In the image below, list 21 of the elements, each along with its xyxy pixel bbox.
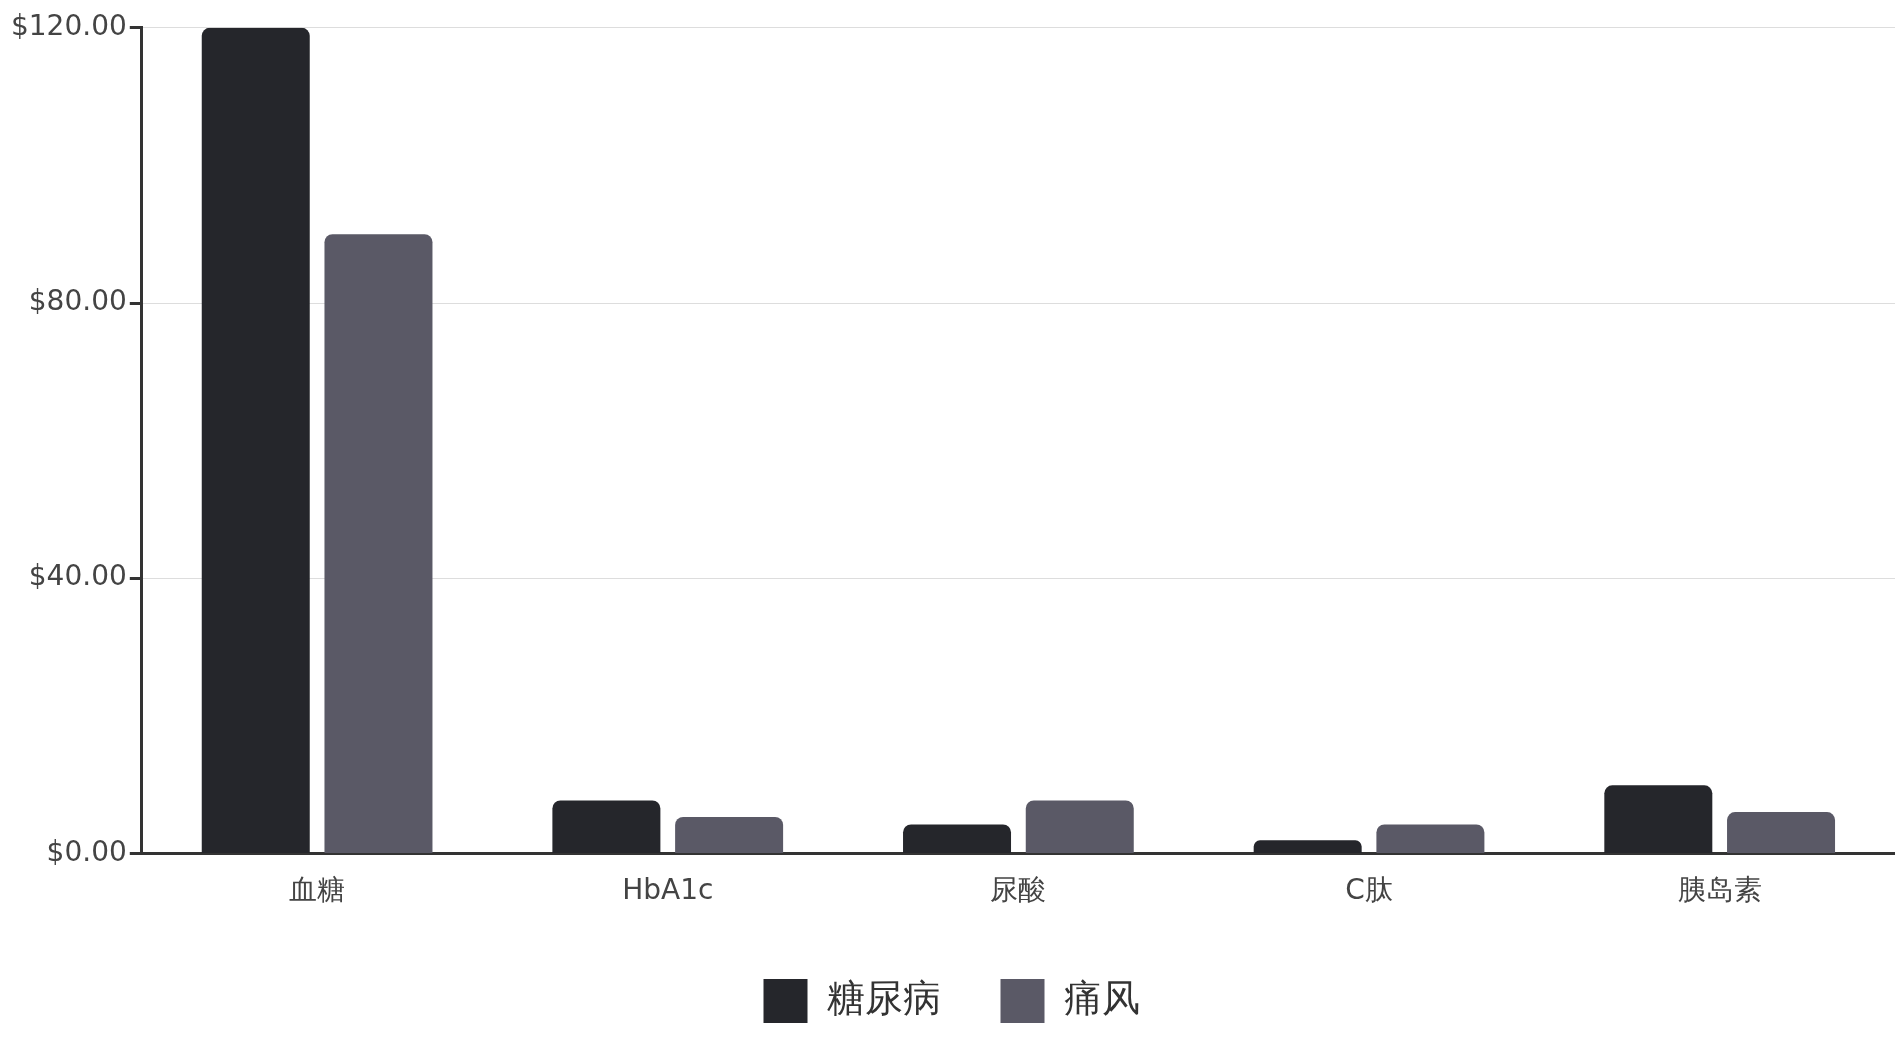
bar [1727, 812, 1836, 853]
legend-label: 糖尿病 [826, 975, 941, 1020]
x-tick-label: 胰岛素 [1677, 873, 1762, 907]
bar [903, 824, 1012, 853]
bar [1604, 785, 1713, 853]
y-tick-label: $40.00 [28, 559, 127, 593]
x-tick-label: 血糖 [289, 873, 346, 907]
bar [1253, 840, 1362, 853]
y-tick-label: $80.00 [28, 284, 127, 318]
x-tick-label: C肽 [1345, 873, 1393, 907]
bar [1376, 824, 1485, 853]
x-tick-label: 尿酸 [990, 873, 1047, 907]
y-tick-label: $120.00 [10, 9, 127, 43]
bar [675, 816, 784, 853]
bar [1025, 800, 1134, 853]
bar [324, 234, 433, 853]
bar [201, 27, 310, 853]
bar [552, 800, 661, 853]
x-tick-label: HbA1c [622, 873, 714, 907]
legend-label: 痛风 [1063, 975, 1140, 1020]
y-tick-label: $0.00 [46, 834, 127, 868]
